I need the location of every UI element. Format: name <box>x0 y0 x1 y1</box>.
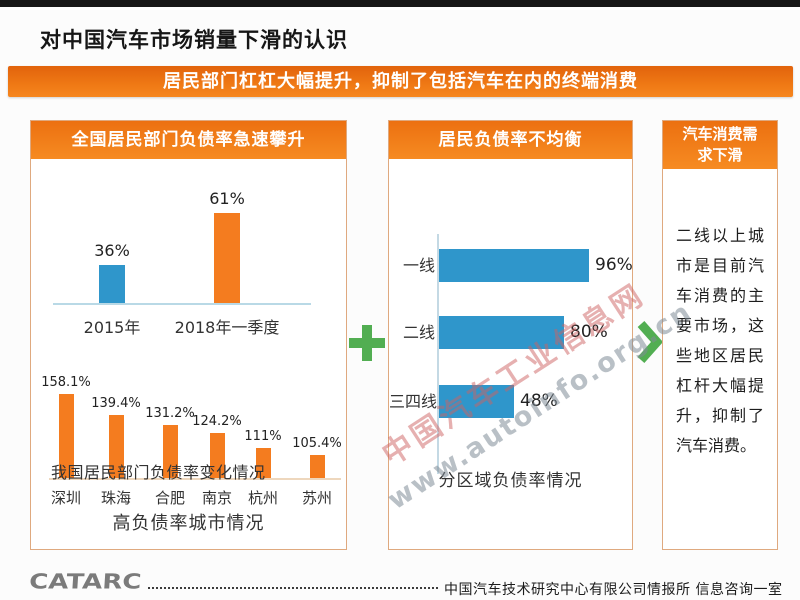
bar-value-label: 80% <box>570 322 608 342</box>
catarc-logo: CATARC <box>28 570 143 594</box>
bar <box>162 425 178 478</box>
key-message-banner: 居民部门杠杠大幅提升，抑制了包括汽车在内的终端消费 <box>8 66 793 97</box>
bar-category-label: 2018年一季度 <box>174 318 280 337</box>
chart3-caption: 分区域负债率情况 <box>438 471 583 491</box>
bar-category-label: 一线 <box>402 256 435 275</box>
panel-middle-header: 居民负债率不均衡 <box>389 121 632 159</box>
plus-icon <box>349 325 385 361</box>
bar-value-label: 124.2% <box>192 414 242 429</box>
top-black-bar <box>0 0 800 7</box>
chart1-baseline-axis <box>53 303 311 305</box>
chart-national-leverage: 36% 2015年 61% 2018年一季度 <box>31 159 346 374</box>
bar <box>58 394 74 478</box>
bar <box>439 316 564 349</box>
bar <box>255 448 271 478</box>
bar <box>439 249 589 282</box>
bar <box>209 433 225 478</box>
bar-category-label: 南京 <box>201 489 233 507</box>
bar <box>108 415 124 478</box>
chart3-vertical-axis <box>437 234 439 474</box>
chart1-caption: 我国居民部门负债率变化情况 <box>51 463 266 482</box>
bar-value-label: 111% <box>244 429 282 444</box>
bar-value-label: 131.2% <box>145 406 195 421</box>
bar <box>309 455 325 478</box>
bar-category-label: 珠海 <box>100 489 132 507</box>
bar-value-label: 36% <box>94 241 130 260</box>
panel-right-body-text: 二线以上城市是目前汽车消费的主要市场，这些地区居民杠杆大幅提升，抑制了汽车消费。 <box>676 226 764 455</box>
bar-value-label: 158.1% <box>41 375 91 390</box>
bar-category-label: 合肥 <box>154 489 186 507</box>
bar <box>439 385 514 418</box>
bar-value-label: 105.4% <box>292 436 342 451</box>
footer-text: 中国汽车技术研究中心有限公司情报所 信息咨询一室 <box>444 582 783 598</box>
bar-category-label: 杭州 <box>247 489 279 507</box>
bar-category-label: 二线 <box>402 323 435 342</box>
banner-text: 居民部门杠杠大幅提升，抑制了包括汽车在内的终端消费 <box>163 71 638 92</box>
chart-region-leverage: 一线 96% 二线 80% 三四线 48% <box>389 159 633 499</box>
bar-category-label: 深圳 <box>50 489 82 507</box>
bar <box>99 265 125 303</box>
bar-value-label: 96% <box>595 255 633 275</box>
panel-right-header: 汽车消费需求下滑 <box>663 121 777 169</box>
panel-left-header: 全国居民部门负债率急速攀升 <box>31 121 346 159</box>
bar-category-label: 三四线 <box>389 392 438 411</box>
chart2-baseline-axis <box>49 478 341 480</box>
page-title: 对中国汽车市场销量下滑的认识 <box>40 28 348 52</box>
bar-value-label: 139.4% <box>91 396 141 411</box>
chart-city-leverage: 158.1% 深圳 139.4% 珠海 131.2% 合肥 124.2% 南京 111% 杭州 10… <box>31 371 346 511</box>
footer-dotted-divider <box>148 587 438 589</box>
panel-auto-demand: 汽车消费需求下滑 二线以上城市是目前汽车消费的主要市场，这些地区居民杠杆大幅提升… <box>662 120 778 550</box>
panel-national-leverage: 全国居民部门负债率急速攀升 36% 2015年 61% 2018年一季度 我国居民部门… <box>30 120 347 550</box>
bar-category-label: 2015年 <box>83 318 141 337</box>
bar-category-label: 苏州 <box>301 489 333 507</box>
bar <box>214 213 240 303</box>
chevron-right-icon <box>637 321 663 363</box>
bar-value-label: 48% <box>520 391 558 411</box>
bar-value-label: 61% <box>209 189 245 208</box>
panel-region-leverage: 居民负债率不均衡 一线 96% 二线 80% 三四线 48% 分区域负债率情况 <box>388 120 633 550</box>
chart2-caption: 高负债率城市情况 <box>112 513 265 534</box>
